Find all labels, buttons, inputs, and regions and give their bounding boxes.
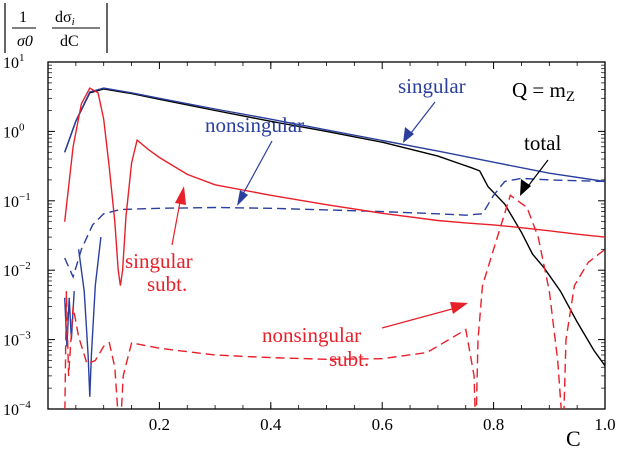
label-singular-subt-2: subt. xyxy=(147,272,187,296)
y-tick-label: 100 xyxy=(3,121,25,141)
label-nonsingular-subt-1: nonsingular xyxy=(262,323,361,347)
y-tick-label: 10−2 xyxy=(3,260,31,280)
y-tick-label-exp: 1 xyxy=(19,52,25,64)
y-label-num2-sub: i xyxy=(72,16,75,28)
y-tick-label-exp: −4 xyxy=(19,399,31,411)
x-axis-label: C xyxy=(566,426,581,451)
y-tick-label-base: 10 xyxy=(3,55,19,72)
arrow-total-line xyxy=(528,159,549,186)
annotations: nonsingular singular Q = mZ total singul… xyxy=(125,74,575,371)
arrow-total-head xyxy=(520,179,531,196)
y-tick-label-base: 10 xyxy=(3,124,19,141)
arrow-singular-head xyxy=(403,127,414,143)
series-nonsingular-subt- xyxy=(64,194,605,409)
y-tick-label-exp: −2 xyxy=(19,260,31,272)
y-tick-label: 10−1 xyxy=(3,191,31,211)
y-tick-label: 101 xyxy=(3,52,25,72)
arrow-nonsingular-subt-line xyxy=(381,308,453,329)
y-tick-label-exp: −3 xyxy=(19,330,31,342)
arrow-singular-subt-head xyxy=(175,186,186,205)
arrow-singular-line xyxy=(410,101,436,134)
y-tick-label: 10−3 xyxy=(3,330,31,350)
label-nonsingular-subt-2: subt. xyxy=(329,347,369,371)
arrow-nonsingular-line xyxy=(242,140,273,195)
series-singular-subt- xyxy=(64,87,605,286)
label-q-mz-main: Q = m xyxy=(512,78,566,102)
axis-ticks xyxy=(48,61,606,410)
arrow-nonsingular-head xyxy=(237,190,248,206)
label-total: total xyxy=(524,131,561,155)
annotation-arrows xyxy=(171,101,549,329)
label-singular-subt-1: singular xyxy=(125,249,193,273)
series-singular xyxy=(64,87,605,183)
x-tick-label: 0.4 xyxy=(260,415,282,434)
y-label-num1: 1 xyxy=(19,9,27,26)
x-tick-label: 0.8 xyxy=(483,415,504,434)
x-tick-label: 0.6 xyxy=(372,415,393,434)
y-tick-label-base: 10 xyxy=(3,194,19,211)
y-tick-label-exp: 0 xyxy=(19,121,25,133)
label-q-mz: Q = mZ xyxy=(512,78,575,105)
series-nonsingular xyxy=(64,177,605,279)
y-tick-label-exp: −1 xyxy=(19,191,31,203)
series-nonsingular-dip xyxy=(77,237,102,397)
y-tick-label: 10−4 xyxy=(3,399,31,419)
y-tick-label-base: 10 xyxy=(3,263,19,280)
y-label-den2: dC xyxy=(60,33,79,50)
plot-frame xyxy=(47,61,606,410)
y-label-den1: σ0 xyxy=(17,33,33,50)
x-tick-label: 1.0 xyxy=(594,415,615,434)
y-tick-label-base: 10 xyxy=(3,333,19,350)
arrow-nonsingular-subt-head xyxy=(450,302,468,314)
y-axis-label: 1 σ0 dσi dC xyxy=(4,3,108,53)
arrow-singular-subt-line xyxy=(171,201,181,246)
y-label-num2-main: dσ xyxy=(55,9,72,26)
x-tick-label: 0.2 xyxy=(149,415,170,434)
series-total xyxy=(64,88,605,367)
series-layer xyxy=(64,87,605,409)
y-tick-label-base: 10 xyxy=(3,402,19,419)
label-nonsingular: nonsingular xyxy=(205,113,304,137)
label-q-mz-sub: Z xyxy=(566,89,575,105)
y-label-num2: dσi xyxy=(55,9,75,28)
label-singular: singular xyxy=(398,74,466,98)
